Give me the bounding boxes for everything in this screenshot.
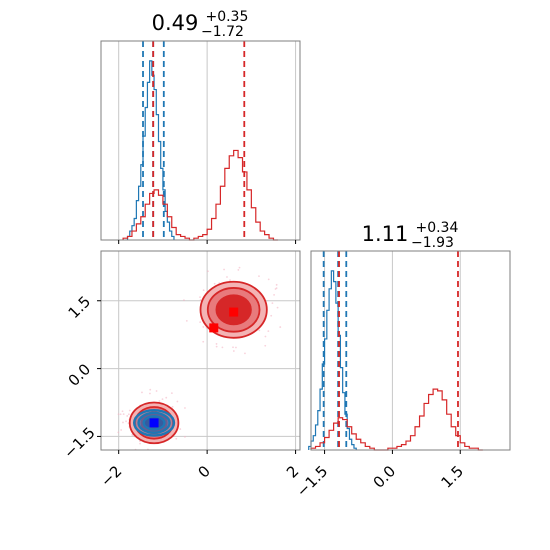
sample-point bbox=[215, 345, 218, 348]
y-histogram-series-0 bbox=[308, 270, 357, 450]
sample-point bbox=[184, 435, 186, 438]
sample-point bbox=[141, 391, 143, 394]
y-tick-label: 0.0 bbox=[65, 360, 95, 390]
sample-point bbox=[202, 326, 205, 328]
sample-point bbox=[184, 407, 186, 409]
sample-point bbox=[131, 433, 134, 436]
sample-point bbox=[202, 289, 205, 292]
x-tick-label: −2 bbox=[97, 462, 125, 490]
sample-point bbox=[199, 321, 202, 324]
sample-point bbox=[244, 352, 246, 355]
frame-x-histogram bbox=[100, 40, 301, 241]
sample-point bbox=[121, 410, 124, 413]
sample-point bbox=[122, 413, 125, 416]
sample-point bbox=[279, 326, 282, 328]
sample-point bbox=[273, 293, 275, 296]
title-y-lower: −1.93 bbox=[411, 235, 454, 251]
sample-point bbox=[165, 396, 168, 399]
panel-joint-density bbox=[97, 250, 301, 454]
sample-point bbox=[125, 420, 127, 423]
sample-point bbox=[264, 335, 267, 338]
x-tick-label: 2 bbox=[283, 462, 302, 481]
sample-point bbox=[202, 340, 205, 343]
y-histogram-series-1 bbox=[310, 388, 483, 451]
sample-point bbox=[235, 346, 237, 349]
panel-y-histogram bbox=[308, 250, 511, 454]
sample-point bbox=[155, 390, 158, 392]
y-tick-label: 1.5 bbox=[65, 292, 95, 322]
sample-point bbox=[120, 429, 123, 431]
sample-point bbox=[119, 413, 122, 416]
sample-point bbox=[237, 269, 240, 271]
frame-joint-density bbox=[100, 250, 301, 451]
y-tick-label: −1.5 bbox=[60, 424, 98, 462]
marker-series-0-0 bbox=[149, 418, 159, 428]
sample-point bbox=[117, 431, 120, 434]
sample-point bbox=[179, 428, 182, 430]
frame-y-histogram bbox=[310, 250, 511, 451]
sample-point bbox=[232, 346, 234, 349]
sample-point bbox=[199, 296, 201, 299]
y-hist-tick-label: 1.5 bbox=[437, 462, 467, 492]
sample-point bbox=[229, 279, 231, 282]
sample-point bbox=[117, 413, 120, 416]
sample-point bbox=[276, 306, 279, 309]
title-y-upper: +0.34 bbox=[415, 220, 458, 236]
title-x: 0.49 +0.35 bbox=[152, 9, 249, 35]
sample-point bbox=[128, 409, 131, 412]
sample-point bbox=[127, 413, 130, 416]
sample-point bbox=[185, 319, 188, 322]
marker-series-1-0 bbox=[209, 323, 219, 333]
sample-point bbox=[223, 268, 225, 271]
marker-series-1-1 bbox=[229, 307, 239, 317]
title-x-lower: −1.72 bbox=[201, 24, 244, 40]
sample-point bbox=[267, 278, 270, 281]
sample-point bbox=[238, 266, 241, 269]
title-x-median: 0.49 bbox=[152, 11, 199, 35]
sample-point bbox=[232, 350, 235, 352]
sample-point bbox=[199, 299, 202, 301]
sample-point bbox=[126, 415, 129, 417]
sample-point bbox=[275, 287, 278, 290]
sample-point bbox=[139, 442, 141, 445]
sample-point bbox=[171, 405, 174, 408]
x-tick-label: 0 bbox=[194, 462, 213, 481]
sample-point bbox=[258, 329, 261, 332]
sample-point bbox=[183, 299, 185, 302]
sample-point bbox=[213, 282, 216, 285]
sample-point bbox=[158, 400, 161, 402]
sample-point bbox=[176, 400, 179, 403]
title-y: 1.11 +0.34 bbox=[362, 220, 459, 246]
sample-point bbox=[122, 421, 124, 424]
title-x-upper: +0.35 bbox=[205, 9, 248, 25]
sample-point bbox=[207, 270, 209, 273]
y-hist-tick-label: −1.5 bbox=[293, 462, 331, 500]
sample-point bbox=[149, 388, 152, 391]
sample-point bbox=[226, 276, 228, 278]
sample-point bbox=[149, 392, 151, 395]
sample-point bbox=[271, 302, 274, 304]
sample-point bbox=[221, 346, 224, 349]
sample-point bbox=[175, 437, 178, 440]
sample-point bbox=[258, 275, 260, 277]
sample-point bbox=[270, 314, 273, 317]
title-y-median: 1.11 bbox=[362, 222, 409, 246]
sample-point bbox=[161, 398, 164, 401]
sample-point bbox=[267, 330, 270, 333]
sample-point bbox=[264, 344, 267, 347]
panel-x-histogram bbox=[100, 40, 301, 244]
sample-point bbox=[275, 283, 278, 286]
sample-point bbox=[215, 343, 218, 345]
x-histogram-series-1 bbox=[122, 149, 278, 241]
sample-point bbox=[170, 392, 173, 395]
y-hist-tick-label: 0.0 bbox=[370, 462, 400, 492]
